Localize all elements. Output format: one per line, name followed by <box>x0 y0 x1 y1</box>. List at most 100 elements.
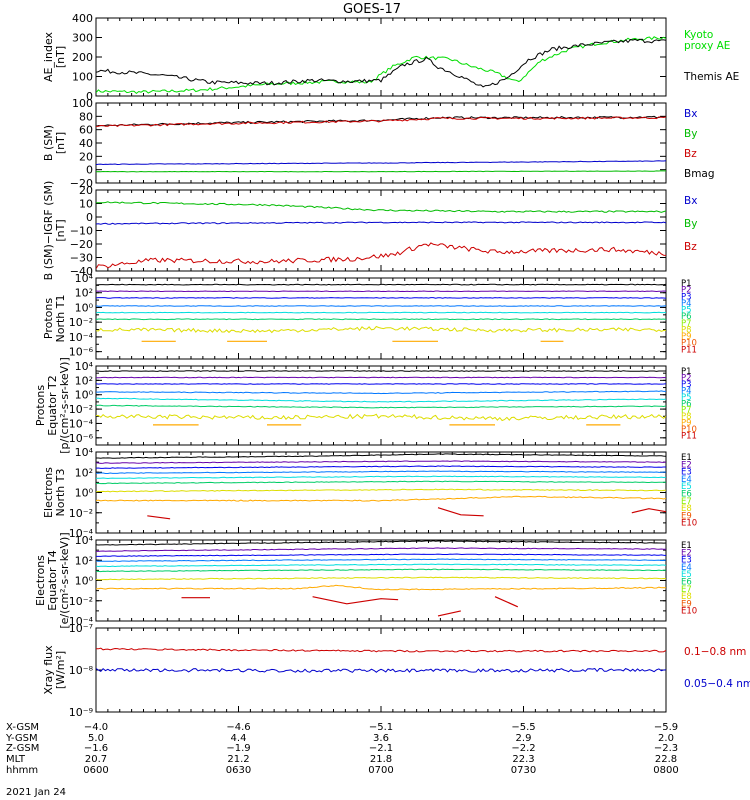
series-line <box>96 470 666 474</box>
x-column-value: 4.4 <box>231 733 247 744</box>
y-axis-label: [nT] <box>54 46 67 68</box>
series-line <box>96 460 666 464</box>
y-tick-label: −20 <box>70 177 93 190</box>
legend-entry: P5 <box>681 306 692 316</box>
series-line <box>96 311 666 314</box>
x-column-value: 22.3 <box>512 754 534 765</box>
legend-entry: E4 <box>681 475 692 485</box>
series-line <box>96 383 666 385</box>
y-tick-label: 200 <box>72 51 93 64</box>
y-tick-label: 10⁻⁶ <box>69 432 94 445</box>
series-line <box>96 160 666 166</box>
legend-entry: P2 <box>681 286 692 296</box>
y-tick-label: 10⁻⁴ <box>69 417 94 430</box>
y-axis-label: [p/(cm²-s-sr-keV)] <box>58 357 71 454</box>
series-line <box>96 397 666 403</box>
y-axis-label: AE_index <box>42 31 55 82</box>
y-tick-label: 10⁰ <box>75 389 94 402</box>
legend-entry: P1 <box>681 367 692 377</box>
series-group <box>96 36 666 95</box>
y-tick-label: 10⁴ <box>75 360 94 373</box>
y-tick-label: −40 <box>70 265 93 278</box>
legend-entry: Bx <box>684 195 697 207</box>
y-axis-label: [e/(cm²-s-sr-keV)] <box>58 532 71 628</box>
legend-entry: E8 <box>681 504 692 514</box>
legend-entry: P6 <box>681 312 692 322</box>
legend-entry: By <box>684 128 697 140</box>
series-line <box>96 36 666 95</box>
y-tick-label: 100 <box>72 97 93 110</box>
y-tick-label: 0 <box>86 211 93 224</box>
y-tick-label: 60 <box>79 124 93 137</box>
series-line <box>96 453 666 459</box>
legend-entry: Bz <box>684 241 697 253</box>
y-axis-label: [nT] <box>54 132 67 154</box>
legend-entry: E6 <box>681 578 692 588</box>
y-tick-label: 10⁴ <box>75 272 94 285</box>
x-column-value: 3.6 <box>373 733 389 744</box>
legend-entry: P3 <box>681 380 692 390</box>
y-tick-label: 10⁻² <box>69 595 93 608</box>
series-line <box>96 584 666 591</box>
series-group <box>96 540 666 617</box>
y-axis-label: [nT] <box>54 219 67 241</box>
x-column-value: 0800 <box>653 765 678 776</box>
y-tick-label: 10⁻⁴ <box>69 331 94 344</box>
y-tick-label: 100 <box>72 71 93 84</box>
y-axis-label: Equator T2 <box>46 375 59 435</box>
series-line <box>96 242 666 270</box>
panel-frame <box>95 627 667 713</box>
legend: Bx By Bz Bmag <box>684 108 715 180</box>
y-tick-label: 10⁻⁹ <box>69 706 93 719</box>
legend-entry: 0.1−0.8 nm <box>684 646 746 658</box>
x-column-value: 21.8 <box>370 754 392 765</box>
series-line <box>96 495 666 502</box>
y-axis-label: Protons <box>34 385 47 426</box>
series-line <box>96 553 666 557</box>
panel-en: 10⁴ 10² 10⁰ 10⁻² 10⁻⁴ Electrons North T3 E1E2E3… <box>42 446 697 540</box>
legend-entry: P7 <box>681 406 692 416</box>
y-axis-label: B (SM) <box>42 125 55 161</box>
y-axis-label: North T1 <box>54 295 67 343</box>
y-tick-label: 10⁰ <box>75 487 94 500</box>
series-segment <box>312 596 399 605</box>
x-row-label: MLT <box>6 754 26 765</box>
legend-entry: P7 <box>681 319 692 329</box>
panel-frame <box>95 451 667 534</box>
y-tick-label: 10⁴ <box>75 446 94 459</box>
series-segment <box>631 508 666 514</box>
y-tick-label: 10⁻² <box>69 507 93 520</box>
y-tick-label: 10⁻⁸ <box>69 664 94 677</box>
legend-entry: P4 <box>681 299 692 309</box>
x-column-value: 5.0 <box>88 733 104 744</box>
legend-entry: E1 <box>681 541 692 551</box>
legend-entry: Bz <box>684 148 697 160</box>
legend: 0.1−0.8 nm 0.05−0.4 nm <box>684 646 750 690</box>
x-column-value: 0600 <box>83 765 108 776</box>
x-column-value: −2.3 <box>654 743 678 754</box>
legend-entry: E7 <box>681 497 692 507</box>
x-column-value: 0630 <box>226 765 251 776</box>
y-axis-label: Electrons <box>34 555 47 606</box>
panel-frame <box>95 17 667 97</box>
y-tick-label: 10⁰ <box>75 575 94 588</box>
y-axis-label: Electrons <box>42 467 55 518</box>
legend-entry: P1 <box>681 279 692 289</box>
legend-entry: E2 <box>681 548 692 558</box>
series-line <box>96 221 666 225</box>
series-line <box>96 325 666 334</box>
x-column-value: −5.1 <box>369 722 393 733</box>
series-line <box>96 558 666 562</box>
x-column-value: 0730 <box>511 765 536 776</box>
legend-entry: E3 <box>681 468 692 478</box>
y-tick-label: 40 <box>79 137 93 150</box>
legend-entry: E9 <box>681 511 692 521</box>
y-axis-label: Equator T4 <box>46 550 59 610</box>
legend-entry: E6 <box>681 490 692 500</box>
x-row-label: X-GSM <box>6 722 39 733</box>
